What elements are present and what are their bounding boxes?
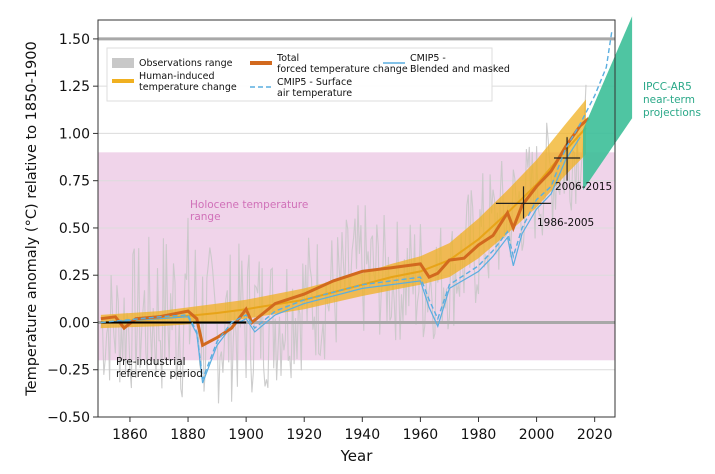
x-tick-label-4: 1940 — [344, 427, 380, 443]
y-axis-title: Temperature anomaly (°C) relative to 185… — [24, 41, 40, 396]
y-tick-label-1: −0.25 — [47, 363, 90, 379]
x-tick-label-5: 1960 — [403, 427, 439, 443]
projection-group — [100, 16, 633, 380]
x-axis-title: Year — [340, 447, 374, 465]
y-tick-label-0: −0.50 — [47, 410, 90, 426]
x-tick-label-0: 1860 — [112, 427, 148, 443]
cmip5-surface-line — [100, 29, 613, 380]
y-tick-label-5: 0.75 — [59, 174, 90, 190]
legend-label-3-line-2: air temperature — [277, 88, 352, 99]
x-tick-label-1: 1880 — [170, 427, 206, 443]
y-tick-label-8: 1.50 — [59, 32, 90, 48]
legend-swatch-0 — [112, 58, 134, 68]
legend-box — [106, 47, 493, 102]
y-tick-label-2: 0.00 — [59, 315, 90, 331]
y-tick-label-3: 0.25 — [59, 268, 90, 284]
reference-period-label-line-1: Pre-industrial — [116, 356, 186, 368]
holocene-label-line-1: Holocene temperature — [190, 199, 308, 211]
x-tick-label-3: 1920 — [286, 427, 322, 443]
legend: Observations range Human-inducedtemperatu… — [106, 47, 510, 102]
legend-label-1-line-1: Human-induced — [139, 71, 215, 82]
projections-label-line-2: near-term — [643, 94, 695, 106]
projections-label-line-1: IPCC-AR5 — [643, 81, 692, 93]
plot-area — [98, 37, 615, 417]
y-tick-label-7: 1.25 — [59, 79, 90, 95]
legend-label-3-line-1: CMIP5 - Surface — [277, 77, 352, 88]
y-tick-label-6: 1.00 — [59, 126, 90, 142]
decadal-label-0: 1986-2005 — [537, 217, 594, 229]
x-tick-label-7: 2000 — [519, 427, 555, 443]
legend-label-4-line-2: Blended and masked — [410, 64, 510, 75]
cmip5-blended-line — [100, 136, 581, 384]
x-tick-label-8: 2020 — [577, 427, 613, 443]
y-tick-label-4: 0.50 — [59, 221, 90, 237]
observations-range-trace — [100, 84, 587, 404]
plot-frame — [97, 19, 616, 418]
decadal-label-1: 2006-2015 — [555, 181, 612, 193]
x-tick-label-2: 1900 — [228, 427, 264, 443]
human-induced-band — [100, 99, 587, 329]
holocene-label-line-2: range — [190, 211, 221, 223]
x-tick-label-6: 1980 — [461, 427, 497, 443]
legend-label-2-line-1: Total — [276, 53, 299, 64]
legend-label-1-line-2: temperature change — [139, 82, 237, 93]
total-forced-line — [100, 117, 590, 348]
legend-label-0: Observations range — [139, 58, 233, 69]
projection-wedge — [583, 16, 633, 191]
legend-label-4-line-1: CMIP5 - — [410, 53, 446, 64]
legend-label-2-line-2: forced temperature change — [277, 64, 408, 75]
reference-period-label-line-2: reference period — [116, 368, 203, 380]
projections-label-line-3: projections — [643, 107, 701, 119]
human-induced-line — [100, 127, 587, 324]
